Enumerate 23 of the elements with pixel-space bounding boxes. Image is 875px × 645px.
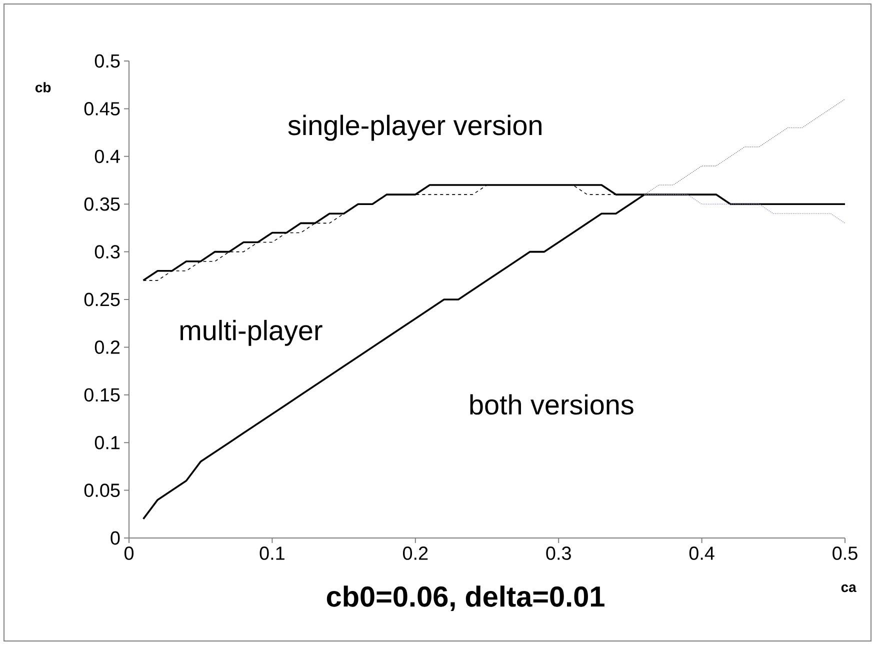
x-tick-label: 0 [124, 546, 134, 560]
x-tick-label: 0.5 [832, 546, 858, 560]
y-tick-label: 0.3 [94, 245, 120, 259]
x-tick-label: 0.2 [402, 546, 428, 560]
x-tick-label: 0.3 [546, 546, 571, 560]
y-tick-label: 0 [110, 531, 120, 545]
y-tick-label: 0.05 [84, 484, 120, 498]
x-tick-label: 0.1 [260, 546, 284, 560]
x-axis-title: ca [841, 584, 856, 592]
y-tick-label: 0.45 [84, 102, 120, 116]
y-tick-label: 0.1 [94, 436, 120, 450]
annotation: multi-player [180, 320, 322, 346]
y-tick-label: 0.15 [84, 388, 120, 402]
y-tick-label: 0.2 [94, 340, 120, 354]
text: cb0=0.06, delta=0.01 [326, 586, 604, 612]
y-tick-label: 0.4 [94, 150, 120, 164]
annotation: single-player version [288, 114, 542, 141]
annotation: both versions [470, 394, 634, 415]
x-tick-label: 0.4 [689, 546, 714, 560]
y-axis-title: cb [35, 82, 51, 92]
y-tick-label: 0.25 [84, 292, 120, 306]
y-tick-label: 0.35 [84, 197, 120, 211]
y-tick-label: 0.5 [94, 54, 120, 68]
